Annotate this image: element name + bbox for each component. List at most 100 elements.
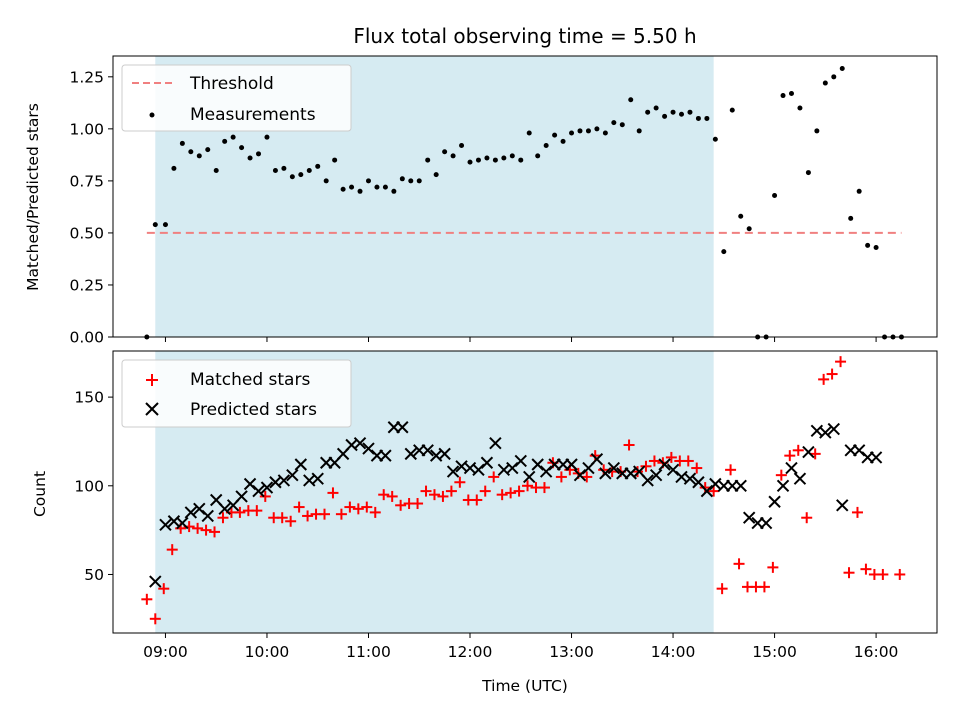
matched-star-marker [166,544,178,556]
measurement-point [230,134,236,140]
matched-star-marker [361,501,373,513]
measurement-point [213,167,219,173]
measurement-point [459,143,465,149]
matched-star-marker [522,480,534,492]
predicted-star-marker [149,575,162,588]
bottom-x-axis-label: Time (UTC) [481,677,568,695]
measurement-point [585,128,591,134]
measurement-point [298,172,304,178]
measurement-point [518,157,524,163]
measurement-point [247,155,253,161]
predicted-star-marker [159,518,172,532]
x-tick-label: 15:00 [752,643,797,661]
top-y-ticks: 0.00 0.25 0.50 0.75 1.00 1.25 [69,68,113,347]
matched-star-marker [589,450,601,462]
measurement-point [408,178,414,184]
predicted-star-marker [235,490,248,503]
matched-star-marker [513,485,525,497]
measurement-point [679,111,685,117]
predicted-star-marker [218,502,231,516]
predicted-star-marker [590,452,604,466]
matched-star-marker [818,373,830,385]
measurement-point [272,167,278,173]
measurement-point [670,109,676,115]
matched-star-marker [251,505,263,517]
bottom-y-ticks: 50 100 150 [74,389,113,584]
predicted-star-marker [396,421,409,434]
matched-star-marker [801,512,813,524]
x-tick-label: 12:00 [448,643,493,661]
measurement-point [856,188,862,194]
x-tick-label: 11:00 [346,643,391,661]
y-tick-label: 1.00 [69,120,104,138]
predicted-star-marker [599,467,612,480]
measurement-point [865,242,871,248]
y-tick-label: 0.50 [69,224,104,242]
measurement-point [205,147,211,153]
bottom-panel: 09:00 10:00 11:00 12:00 13:00 14:00 15:00 16:00… [31,350,938,695]
matched-star-marker [733,558,745,570]
top-x-ticks [164,337,877,342]
measurement-point [179,140,185,146]
matched-star-marker [369,506,381,518]
matched-star-marker [682,455,694,467]
predicted-star-marker [176,516,189,530]
matched-star-marker [285,515,297,527]
predicted-star-marker [641,474,654,487]
measurement-point [611,120,617,126]
measurement-point [256,151,262,157]
x-tick-label: 16:00 [854,643,899,661]
y-tick-label: 0.75 [69,172,104,190]
measurement-point [780,93,786,99]
measurement-point [306,167,312,173]
bottom-legend-box [121,359,352,428]
predicted-star-marker [252,484,265,498]
measurement-point [526,130,532,136]
predicted-star-marker [819,426,832,439]
measurement-point [222,138,228,144]
matched-star-marker [395,499,407,511]
predicted-star-marker [523,470,536,484]
matched-star-marker [445,485,457,497]
matched-star-marker [209,526,221,538]
matched-star-marker [538,482,550,494]
matched-star-marker [276,512,288,524]
matched-star-marker [352,503,364,515]
measurement-point [399,176,405,182]
matched-star-marker [234,506,246,518]
measurement-point [239,145,245,151]
measurement-point [569,130,575,136]
matched-star-marker [192,522,204,534]
measurement-point [382,184,388,190]
matched-star-marker [437,490,449,502]
measurement-point [797,105,803,111]
matched-star-marker [826,368,838,380]
matched-star-marker [149,613,161,625]
measurement-point [475,157,481,163]
x-tick-label: 10:00 [245,643,290,661]
matched-star-marker [767,561,779,573]
matched-star-marker [454,476,466,488]
measurement-point [535,153,541,159]
top-panel: 0.00 0.25 0.50 0.75 1.00 1.25 Flux total obse… [24,24,938,347]
matched-star-marker [555,471,567,483]
matched-star-marker [158,583,170,595]
predicted-star-marker [286,468,299,482]
legend-measurements-label: Measurements [190,105,316,125]
matched-star-marker [877,568,889,580]
predicted-star-marker [734,479,747,492]
matched-star-marker [378,489,390,501]
legend-predicted-label: Predicted stars [190,400,317,420]
matched-star-marker [894,568,906,580]
matched-star-marker [784,450,796,462]
measurement-point [501,155,507,161]
legend-matched-swatch [146,374,158,386]
top-plot-frame [112,55,938,338]
legend-matched-label: Matched stars [190,370,310,390]
matched-star-marker [860,563,872,575]
measurement-point [332,157,338,163]
x-tick-label: 13:00 [549,643,594,661]
bottom-x-ticks: 09:00 10:00 11:00 12:00 13:00 14:00 15:00 16:00 [143,633,898,661]
measurement-point [289,174,295,180]
